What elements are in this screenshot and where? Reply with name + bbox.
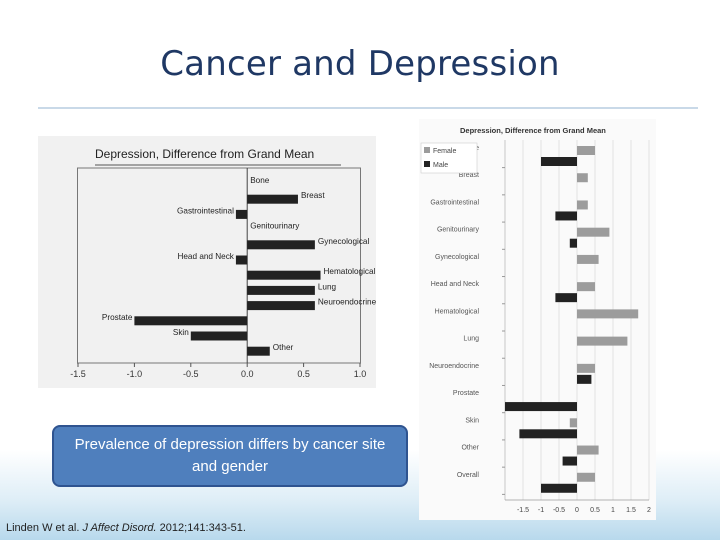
chart1-label-lung: Lung xyxy=(318,282,337,291)
chart1-bar-gynecological xyxy=(247,240,315,250)
chart2-tick-label: 0 xyxy=(575,507,579,514)
chart1-bar-prostate xyxy=(134,316,248,326)
chart2-legend-label-male: Male xyxy=(433,162,448,169)
chart2-legend-label-female: Female xyxy=(433,148,456,155)
chart2-tick-label: -0.5 xyxy=(553,507,565,514)
chart1-label-gynecological: Gynecological xyxy=(318,237,370,246)
chart1-label-prostate: Prostate xyxy=(102,313,133,322)
chart-gender-difference: Depression, Difference from Grand MeanBo… xyxy=(419,119,656,520)
chart1-bar-hematological xyxy=(247,270,321,280)
chart2-tick-label: 0.5 xyxy=(590,507,600,514)
chart2-bar-female-skin xyxy=(569,418,577,428)
chart2-label-head-and-neck: Head and Neck xyxy=(431,281,480,288)
chart-gender-svg: Depression, Difference from Grand MeanBo… xyxy=(419,119,656,520)
chart2-bar-male-genitourinary xyxy=(569,238,577,248)
chart2-bar-female-gastrointestinal xyxy=(577,200,588,210)
chart2-bar-male-prostate xyxy=(505,402,577,412)
chart1-bar-other xyxy=(247,346,270,356)
chart1-tick-label: -1.0 xyxy=(127,369,143,379)
chart2-label-lung: Lung xyxy=(463,336,479,343)
chart2-background xyxy=(419,119,656,520)
chart2-tick-label: 1 xyxy=(611,507,615,514)
chart1-bar-gastrointestinal xyxy=(235,209,248,219)
chart2-legend-swatch-male xyxy=(424,161,430,167)
chart2-bar-female-breast xyxy=(577,173,588,183)
chart2-bar-female-neuroendocrine xyxy=(577,363,595,373)
chart1-label-hematological: Hematological xyxy=(324,267,376,276)
chart1-bar-neuroendocrine xyxy=(247,301,315,311)
citation-details: 2012;141:343-51. xyxy=(159,522,246,534)
chart1-label-neuroendocrine: Neuroendocrine xyxy=(318,298,376,307)
chart1-tick-label: 0.5 xyxy=(297,369,310,379)
chart2-title: Depression, Difference from Grand Mean xyxy=(460,126,606,135)
chart2-bar-female-bone xyxy=(577,146,595,155)
chart2-bar-female-lung xyxy=(577,336,628,346)
chart2-tick-label: 1.5 xyxy=(626,507,636,514)
chart1-plot-frame xyxy=(77,167,361,364)
chart2-label-overall: Overall xyxy=(457,472,480,479)
chart1-bar-head-and-neck xyxy=(235,255,248,265)
chart1-bar-breast xyxy=(247,194,298,204)
chart1-label-gastrointestinal: Gastrointestinal xyxy=(177,206,234,215)
chart2-bar-female-head-and-neck xyxy=(577,282,595,292)
chart2-bar-female-gynecological xyxy=(577,254,599,264)
chart2-bar-male-head-and-neck xyxy=(555,293,577,303)
chart2-tick-label: -1.5 xyxy=(517,507,529,514)
chart2-label-genitourinary: Genitourinary xyxy=(437,227,480,234)
callout-text: Prevalence of depression differs by canc… xyxy=(74,436,386,475)
chart2-bar-male-neuroendocrine xyxy=(577,374,592,384)
chart2-label-hematological: Hematological xyxy=(435,308,480,315)
chart2-label-gastrointestinal: Gastrointestinal xyxy=(430,199,479,206)
chart-overall-difference: Depression, Difference from Grand Mean Bo… xyxy=(38,136,377,388)
citation-journal: J Affect Disord. xyxy=(82,522,157,534)
chart2-bar-male-skin xyxy=(519,429,577,439)
chart2-tick-label: 2 xyxy=(647,507,651,514)
chart1-label-head-and-neck: Head and Neck xyxy=(177,252,234,261)
chart1-label-breast: Breast xyxy=(301,191,325,200)
chart2-legend-box xyxy=(420,142,478,174)
chart1-title: Depression, Difference from Grand Mean xyxy=(95,147,314,161)
chart2-bar-male-overall xyxy=(541,483,577,493)
chart1-label-skin: Skin xyxy=(173,328,189,337)
chart1-label-genitourinary: Genitourinary xyxy=(250,222,300,231)
title-divider xyxy=(38,107,698,109)
chart2-label-skin: Skin xyxy=(465,417,479,424)
slide-title: Cancer and Depression xyxy=(160,44,560,84)
chart2-bar-female-genitourinary xyxy=(577,227,610,237)
chart1-background xyxy=(38,136,376,388)
chart1-tick-label: 1.0 xyxy=(354,369,367,379)
chart1-label-bone: Bone xyxy=(250,176,270,185)
chart2-bar-male-bone xyxy=(541,157,577,166)
callout-box: Prevalence of depression differs by canc… xyxy=(52,425,408,487)
chart1-tick-label: -1.5 xyxy=(70,369,86,379)
chart2-legend-swatch-female xyxy=(424,147,430,153)
chart1-tick-label: 0.0 xyxy=(241,369,254,379)
chart1-label-other: Other xyxy=(273,343,294,352)
chart2-bar-female-overall xyxy=(577,472,595,482)
chart-overall-svg: Depression, Difference from Grand Mean Bo… xyxy=(38,136,377,388)
chart2-bar-male-gastrointestinal xyxy=(555,211,577,221)
chart2-label-neuroendocrine: Neuroendocrine xyxy=(429,363,479,370)
chart1-tick-label: -0.5 xyxy=(183,369,199,379)
citation-authors: Linden W et al. xyxy=(6,522,80,534)
chart2-bar-female-other xyxy=(577,445,599,455)
chart1-bar-skin xyxy=(190,331,248,341)
chart2-label-other: Other xyxy=(461,445,479,452)
chart2-label-breast: Breast xyxy=(459,172,479,179)
citation: Linden W et al. J Affect Disord. 2012;14… xyxy=(6,522,246,534)
chart1-bar-lung xyxy=(247,285,315,295)
chart2-bar-male-other xyxy=(562,456,577,466)
chart2-label-gynecological: Gynecological xyxy=(435,254,479,261)
chart2-label-prostate: Prostate xyxy=(453,390,479,397)
chart2-tick-label: -1 xyxy=(538,507,544,514)
chart2-bar-female-hematological xyxy=(577,309,639,319)
